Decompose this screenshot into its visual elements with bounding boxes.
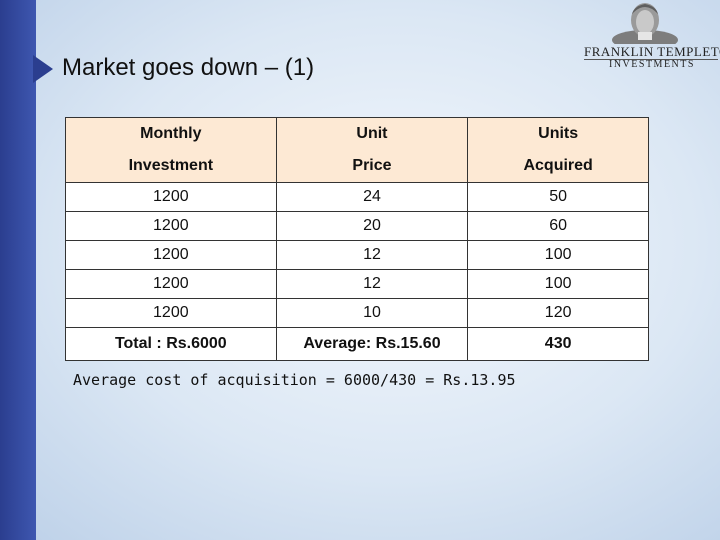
table-cell: 50 <box>467 182 649 212</box>
total-units-cell: 430 <box>467 327 649 361</box>
total-cell: Total : Rs.6000 <box>65 327 277 361</box>
table-header-row: Monthly Investment Unit Price Units Acqu… <box>65 117 649 183</box>
table-row: 1200 12 100 <box>65 240 649 270</box>
header-cell: Monthly Investment <box>65 117 277 183</box>
table-cell: 1200 <box>65 211 277 241</box>
header-line: Acquired <box>523 157 593 174</box>
header-line: Price <box>352 157 392 174</box>
table-cell: 10 <box>275 298 469 328</box>
average-cell: Average: Rs.15.60 <box>275 327 469 361</box>
title-bullet-arrow <box>33 55 53 83</box>
header-line: Monthly <box>140 125 202 142</box>
table-row: 1200 24 50 <box>65 182 649 212</box>
header-line: Investment <box>128 157 214 174</box>
investment-table: Monthly Investment Unit Price Units Acqu… <box>65 117 649 361</box>
header-cell: Units Acquired <box>467 117 649 183</box>
logo-divider <box>584 59 718 60</box>
table-row: 1200 20 60 <box>65 211 649 241</box>
table-cell: 1200 <box>65 269 277 299</box>
table-cell: 100 <box>467 269 649 299</box>
table-cell: 100 <box>467 240 649 270</box>
logo-brand-text: FRANKLIN TEMPLETON <box>584 44 720 59</box>
header-cell: Unit Price <box>275 117 469 183</box>
table-cell: 1200 <box>65 182 277 212</box>
average-cost-note: Average cost of acquisition = 6000/430 =… <box>73 371 516 389</box>
table-row: 1200 10 120 <box>65 298 649 328</box>
table-cell: 24 <box>275 182 469 212</box>
company-logo: FRANKLIN TEMPLETON INVESTMENTS <box>580 0 720 80</box>
header-line: Unit <box>356 125 388 142</box>
logo-sub-text: INVESTMENTS <box>609 59 695 70</box>
table-row: 1200 12 100 <box>65 269 649 299</box>
slide-title: Market goes down – (1) <box>62 54 315 81</box>
table-cell: 1200 <box>65 240 277 270</box>
table-cell: 20 <box>275 211 469 241</box>
table-cell: 12 <box>275 240 469 270</box>
table-cell: 120 <box>467 298 649 328</box>
table-cell: 1200 <box>65 298 277 328</box>
table-total-row: Total : Rs.6000 Average: Rs.15.60 430 <box>65 327 649 361</box>
table-cell: 60 <box>467 211 649 241</box>
table-cell: 12 <box>275 269 469 299</box>
header-line: Units <box>538 125 579 142</box>
portrait-icon <box>612 3 678 44</box>
left-accent-bar <box>0 0 36 540</box>
